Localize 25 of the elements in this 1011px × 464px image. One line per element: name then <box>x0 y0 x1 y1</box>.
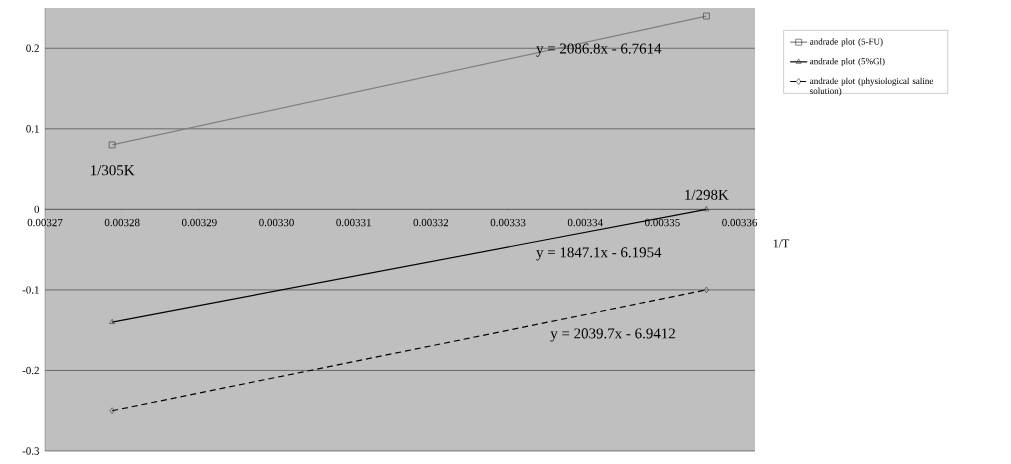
y-tick-label: 0 <box>34 205 40 214</box>
y-tick-label: 0.2 <box>26 44 39 52</box>
x-tick-label: 0.00330 <box>259 218 294 227</box>
x-tick-label: 0.00336 <box>722 218 758 227</box>
x-tick-label: 0.00332 <box>413 218 449 227</box>
annotation: y = 1847.1x - 6.1954 <box>536 247 662 261</box>
legend-label: andrade plot (5%Gl) <box>810 57 885 67</box>
legend-label: andrade plot (physiological saline solution) <box>810 77 933 96</box>
x-tick-label: 0.00331 <box>336 218 371 227</box>
annotation: y = 2086.8x - 6.7614 <box>536 43 662 57</box>
x-tick-label: 0.00335 <box>645 218 680 227</box>
y-tick-label: 0.1 <box>26 125 39 133</box>
annotation: y = 2039.7x - 6.9412 <box>550 328 675 342</box>
annotation: 1/298K <box>685 189 729 200</box>
legend-label: andrade plot (5-FU) <box>810 38 883 47</box>
annotation: 1/305K <box>91 165 135 176</box>
x-tick-label: 0.00333 <box>490 218 526 227</box>
x-tick-label: 0.00327 <box>27 218 63 227</box>
y-tick-label: -0.2 <box>22 366 39 375</box>
x-tick-label: 0.00329 <box>181 218 217 227</box>
x-tick-label: 0.00334 <box>567 218 603 227</box>
x-axis-title: 1/T <box>773 239 790 248</box>
y-tick-label: -0.3 <box>22 447 40 455</box>
x-tick-label: 0.00328 <box>104 218 140 227</box>
y-tick-label: -0.1 <box>22 286 39 294</box>
